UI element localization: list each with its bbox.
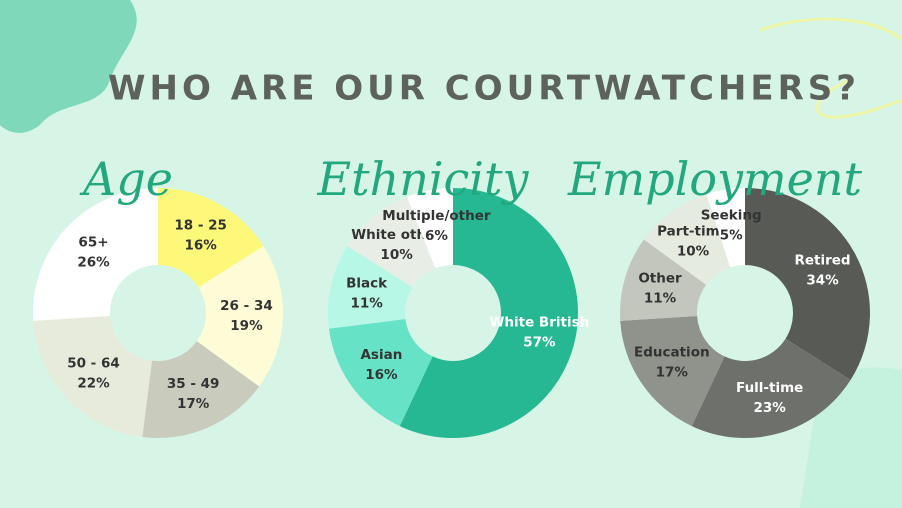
slice-value-label: 6% xyxy=(425,228,448,244)
slice-value-label: 17% xyxy=(177,396,210,412)
slice-value-label: 16% xyxy=(365,367,398,383)
slice-category: Education xyxy=(634,345,710,361)
donut-slice xyxy=(328,246,413,329)
chart-title: Ethnicity xyxy=(317,152,530,206)
donut-slice xyxy=(196,246,283,387)
slice-category: 50 - 64 xyxy=(67,356,120,372)
donut-slice xyxy=(33,316,152,438)
donut-slice xyxy=(643,194,731,285)
slice-category: 18 - 25 xyxy=(174,217,227,233)
donut-slice xyxy=(399,188,578,438)
slice-category: 65+ xyxy=(78,234,108,250)
slice-category: White other xyxy=(351,227,442,243)
donut-slice xyxy=(406,188,453,269)
slice-value-label: 26% xyxy=(77,254,110,270)
page-title: WHO ARE OUR COURTWATCHERS? xyxy=(108,69,860,109)
slice-value-label: 5% xyxy=(720,228,743,244)
slice-value-label: 16% xyxy=(184,237,217,253)
decor-line xyxy=(759,17,902,42)
slice-value-label: 23% xyxy=(754,400,787,416)
donut-slice xyxy=(328,319,433,427)
slice-value-label: 10% xyxy=(677,243,710,259)
slice-value-label: 17% xyxy=(656,365,689,381)
slice-value-label: 11% xyxy=(644,290,677,306)
donut-slice xyxy=(347,196,436,288)
slice-category: 26 - 34 xyxy=(220,298,273,314)
donut-slice xyxy=(32,188,158,321)
decor-line xyxy=(815,78,902,119)
slice-value-label: 34% xyxy=(806,272,839,288)
slice-category: Part-time xyxy=(657,223,729,239)
donut-slice xyxy=(706,188,745,268)
slice-value-label: 22% xyxy=(77,376,110,392)
slice-category: Asian xyxy=(360,347,402,363)
slice-category: Multiple/other xyxy=(382,208,491,224)
slice-category: White British xyxy=(489,314,589,330)
slice-category: 35 - 49 xyxy=(167,376,220,392)
slice-value-label: 19% xyxy=(230,318,263,334)
donut-slice xyxy=(691,338,851,439)
slice-value-label: 10% xyxy=(380,247,413,263)
chart-title: Age xyxy=(79,152,173,206)
slice-category: Seeking xyxy=(701,208,762,224)
chart-title: Employment xyxy=(567,152,863,206)
slice-category: Full-time xyxy=(736,380,803,396)
slice-category: Black xyxy=(346,276,388,292)
decor-blob xyxy=(0,0,137,133)
slice-category: Retired xyxy=(794,252,850,268)
slice-value-label: 57% xyxy=(523,334,556,350)
slice-category: Other xyxy=(638,270,682,286)
donut-slice xyxy=(620,239,707,321)
donut-slice xyxy=(620,316,725,427)
donut-slice xyxy=(745,188,871,380)
donut-slice xyxy=(142,341,260,439)
donut-slice xyxy=(158,188,264,288)
slice-value-label: 11% xyxy=(350,296,383,312)
